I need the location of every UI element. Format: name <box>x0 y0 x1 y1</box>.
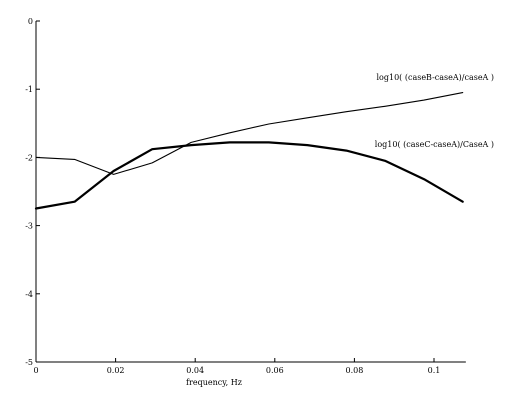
y-tick-label: -1 <box>25 85 33 94</box>
x-tick-label: 0.02 <box>107 366 125 375</box>
y-tick-label: -5 <box>25 358 33 367</box>
y-tick-label: -3 <box>25 222 33 231</box>
series-annotations: log10( (caseB-caseA)/caseA ) log10( (case… <box>375 73 494 149</box>
y-tick-label: -4 <box>25 290 33 299</box>
x-tick-label: 0.08 <box>345 366 363 375</box>
axes <box>35 21 466 363</box>
axis-ticks: 0-1-2-3-4-50 0.02 0.04 0.06 0.08 0.1 <box>25 17 440 375</box>
y-tick-label: 0 <box>28 17 33 26</box>
series-line-2 <box>34 141 464 210</box>
x-tick-label: 0 <box>33 366 38 375</box>
y-tick-label: -2 <box>25 153 33 162</box>
series-label-2: log10( (caseC-caseA)/CaseA ) <box>375 140 494 149</box>
x-axis-label: frequency, Hz <box>186 378 242 387</box>
x-tick-label: 0.06 <box>266 366 284 375</box>
series-label-1: log10( (caseB-caseA)/caseA ) <box>377 73 495 82</box>
series-lines <box>34 92 464 210</box>
x-tick-label: 0.04 <box>186 366 204 375</box>
series-line-1 <box>35 92 464 175</box>
x-tick-label: 0.1 <box>428 366 441 375</box>
